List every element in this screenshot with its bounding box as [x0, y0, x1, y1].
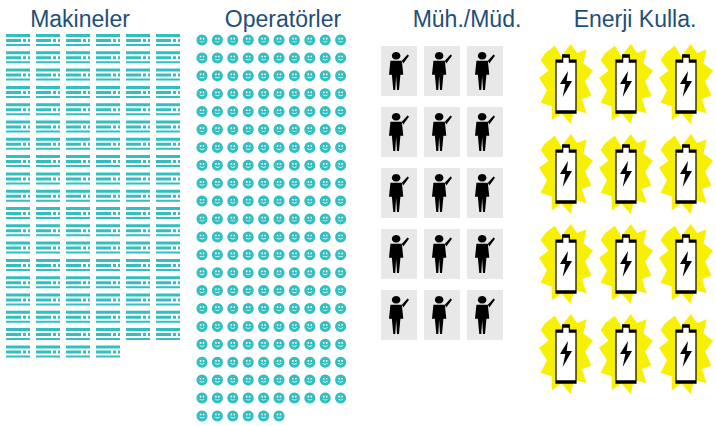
svg-text:Makineler: Makineler	[30, 6, 130, 32]
svg-text:Müh./Müd.: Müh./Müd.	[413, 6, 522, 32]
svg-text:Enerji Kulla.: Enerji Kulla.	[574, 6, 697, 32]
svg-text:Operatörler: Operatörler	[225, 6, 342, 32]
